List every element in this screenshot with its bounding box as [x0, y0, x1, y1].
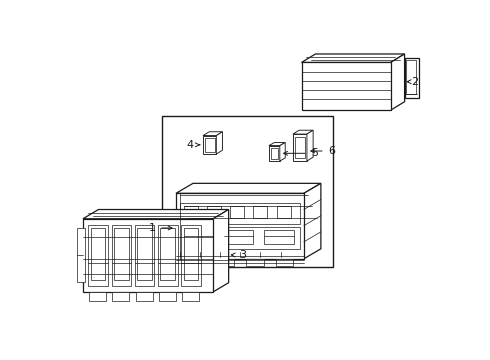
Bar	[135, 225, 154, 286]
Bar	[137, 228, 152, 280]
Bar	[270, 148, 278, 159]
Polygon shape	[307, 130, 313, 161]
Bar	[293, 134, 307, 161]
Bar	[269, 145, 280, 161]
Bar	[184, 230, 213, 244]
Text: 6: 6	[328, 146, 335, 156]
Polygon shape	[280, 143, 285, 161]
Bar	[294, 137, 305, 158]
Bar	[176, 193, 304, 259]
Bar	[180, 227, 300, 249]
Bar	[180, 203, 300, 224]
Bar	[184, 206, 197, 218]
Text: 4: 4	[187, 140, 194, 150]
Text: 3: 3	[239, 250, 245, 260]
Bar	[158, 225, 177, 286]
Text: 5: 5	[311, 148, 318, 158]
Bar	[112, 292, 129, 301]
Bar	[77, 228, 84, 282]
Bar	[205, 138, 215, 152]
Bar	[181, 225, 201, 286]
Bar	[89, 292, 106, 301]
Polygon shape	[391, 54, 405, 110]
Polygon shape	[293, 130, 313, 134]
Bar	[406, 60, 416, 94]
Polygon shape	[304, 183, 321, 259]
Bar	[230, 206, 244, 218]
Text: 2: 2	[412, 77, 418, 87]
Polygon shape	[269, 143, 285, 145]
Polygon shape	[176, 183, 321, 193]
Polygon shape	[203, 132, 222, 136]
Bar	[182, 292, 199, 301]
Bar	[277, 206, 291, 218]
Bar	[112, 225, 131, 286]
Bar	[264, 230, 294, 244]
Bar	[224, 230, 253, 244]
Bar	[217, 259, 234, 266]
Bar	[162, 116, 333, 266]
Bar	[246, 259, 264, 266]
Bar	[136, 292, 153, 301]
Polygon shape	[213, 210, 229, 292]
Text: 1: 1	[149, 223, 156, 233]
Bar	[83, 219, 213, 292]
Polygon shape	[216, 132, 222, 154]
Bar	[114, 228, 129, 280]
Polygon shape	[301, 54, 405, 62]
Bar	[184, 228, 198, 280]
Polygon shape	[405, 58, 418, 98]
Bar	[91, 228, 105, 280]
Bar	[160, 228, 175, 280]
Bar	[188, 259, 205, 266]
Bar	[253, 206, 268, 218]
Polygon shape	[83, 210, 229, 219]
Bar	[301, 62, 391, 110]
Bar	[203, 136, 216, 154]
Bar	[276, 259, 293, 266]
Bar	[207, 206, 221, 218]
Bar	[88, 225, 108, 286]
Bar	[159, 292, 176, 301]
